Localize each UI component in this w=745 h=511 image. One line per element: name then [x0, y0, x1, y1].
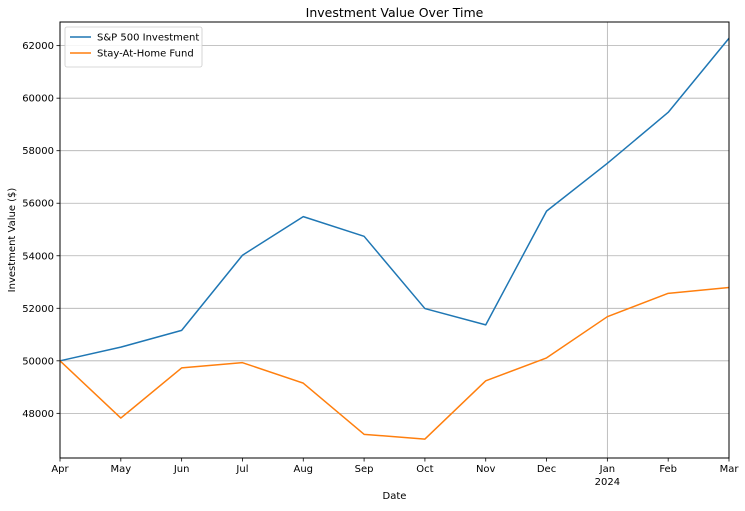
y-tick-label: 56000: [22, 199, 54, 210]
x-tick-label: Feb: [659, 464, 677, 475]
y-tick-label: 58000: [22, 146, 54, 157]
x-tick-label: May: [110, 464, 131, 475]
y-tick-label: 60000: [22, 94, 54, 105]
x-tick-label: Aug: [294, 464, 314, 475]
y-axis-label: Investment Value ($): [7, 188, 18, 293]
series-line-2: [59, 286, 730, 440]
legend-box: [64, 26, 203, 68]
grid-lines: [60, 22, 729, 458]
y-tick-label: 50000: [22, 356, 54, 367]
legend: S&P 500 Investment Stay-At-Home Fund: [64, 26, 203, 68]
x-tick-label: Oct: [416, 464, 433, 475]
x-tick-label: Jun: [173, 464, 190, 475]
series-layer: [59, 37, 730, 440]
x-tick-label: Jan: [599, 464, 615, 475]
x-axis-label: Date: [383, 491, 407, 502]
x-tick-label: Sep: [355, 464, 374, 475]
plot-frame: [59, 21, 730, 459]
x-tick-label: Mar: [720, 464, 740, 475]
series-line-1: [59, 37, 730, 362]
y-tick-label: 54000: [22, 251, 54, 262]
x-tick-label: Apr: [51, 464, 69, 475]
x-tick-year-label: 2024: [595, 477, 620, 488]
y-tick-label: 62000: [22, 41, 54, 52]
x-tick-label: Dec: [537, 464, 556, 475]
y-tick-label: 52000: [22, 304, 54, 315]
x-tick-label: Nov: [476, 464, 496, 475]
y-tick-label: 48000: [22, 409, 54, 420]
axis-ticks: 48000 50000 52000 54000 56000 58000 60000 62000…: [22, 41, 739, 488]
chart-title: Investment Value Over Time: [306, 5, 484, 20]
x-tick-label: Jul: [235, 464, 248, 475]
legend-label-2: Stay-At-Home Fund: [97, 49, 194, 60]
legend-label-1: S&P 500 Investment: [97, 33, 199, 44]
